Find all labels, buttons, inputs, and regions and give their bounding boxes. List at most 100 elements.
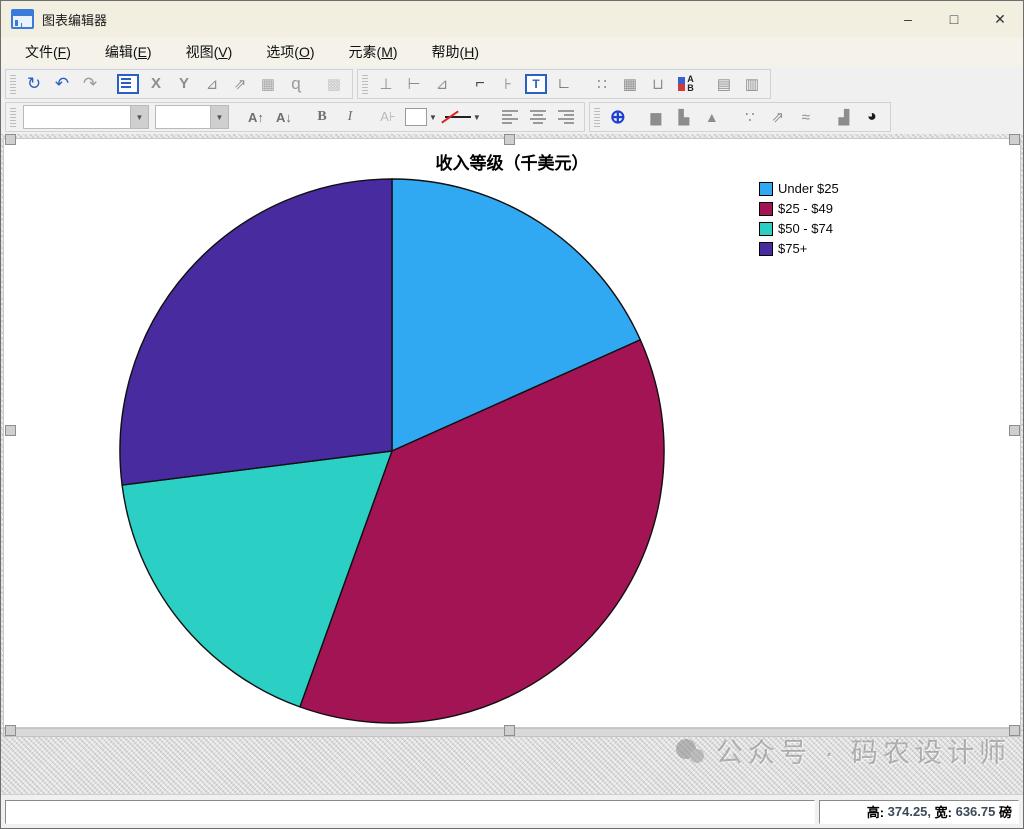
axis-vertical-icon[interactable]: ⊥: [373, 72, 399, 96]
maximize-button[interactable]: □: [949, 11, 959, 27]
chart-canvas[interactable]: 收入等级（千美元） Under $25 $25 - $49 $50 - $74 $75…: [3, 138, 1021, 728]
menu-item-elements[interactable]: 元素(M): [348, 44, 398, 60]
toolbar-grip-handle[interactable]: [10, 107, 16, 127]
pie-slice-0[interactable]: [391, 178, 642, 453]
align-right-icon: [557, 109, 574, 125]
properties-icon[interactable]: [115, 72, 141, 96]
menu-item-help[interactable]: 帮助(H): [431, 44, 479, 60]
data-label-mode-icon[interactable]: ⊕: [605, 105, 631, 129]
line-style-swatch[interactable]: ▼: [443, 105, 485, 129]
selection-handle-bottom-center[interactable]: [504, 725, 515, 736]
minimize-button[interactable]: –: [904, 11, 912, 27]
pie-slice-3[interactable]: [119, 178, 393, 486]
line-style-swatch: [444, 109, 471, 125]
legend-icon[interactable]: A B: [673, 72, 699, 96]
bold-icon[interactable]: B: [309, 105, 335, 129]
axis-horizontal-icon[interactable]: ⊢: [401, 72, 427, 96]
fit-line-icon[interactable]: ⇗: [765, 105, 791, 129]
selection-handle-top-left[interactable]: [5, 134, 16, 145]
watermark-logo-icon: [676, 738, 704, 763]
font-decrease-icon[interactable]: A↓: [271, 105, 297, 129]
toolbar-grip-handle[interactable]: [10, 73, 16, 94]
align-center-icon[interactable]: [525, 105, 551, 129]
legend-item[interactable]: Under $25: [759, 181, 839, 196]
menu-item-edit[interactable]: 编辑(E): [104, 44, 152, 60]
legend-item[interactable]: $25 - $49: [759, 201, 839, 216]
text-style-icon[interactable]: A⊦: [375, 105, 401, 129]
window-controls: – □ ✕: [885, 1, 1023, 37]
legend[interactable]: Under $25 $25 - $49 $50 - $74 $75+: [759, 181, 839, 256]
pie-chart[interactable]: [4, 139, 1022, 729]
toolbar-row-2: ▼ ▼ A↑ A↓ B I A⊦ ▼ ▼ ⊕ ▆ ▙ ▲ ∵ ⇗ ≈ ▟ ◕: [1, 100, 1023, 135]
properties-icon: [117, 73, 139, 94]
undo-icon[interactable]: ↶: [49, 72, 75, 96]
selection-handle-bottom-right[interactable]: [1009, 725, 1020, 736]
clustered-bar-icon[interactable]: ▙: [671, 105, 697, 129]
font-size-combo-input[interactable]: [156, 106, 210, 128]
toolbar-grip-handle[interactable]: [593, 107, 600, 127]
legend-swatch: [759, 221, 773, 236]
legend-item[interactable]: $75+: [759, 241, 839, 256]
font-family-combo-input[interactable]: [24, 106, 130, 128]
axis-ticks-icon[interactable]: ⊔: [645, 72, 671, 96]
snapshot-icon[interactable]: ▩: [321, 72, 347, 96]
axis-markers-icon[interactable]: ⊿: [199, 72, 225, 96]
area-chart-icon[interactable]: ▲: [699, 105, 725, 129]
selection-handle-middle-left[interactable]: [5, 425, 16, 436]
chart-workspace: 收入等级（千美元） Under $25 $25 - $49 $50 - $74 $75…: [1, 134, 1023, 794]
transpose-chart-icon[interactable]: ⇗: [227, 72, 253, 96]
fill-color-swatch[interactable]: ▼: [403, 105, 441, 129]
axis-diagonal-icon[interactable]: ⊿: [429, 72, 455, 96]
frame-inner-icon[interactable]: ⊦: [495, 72, 521, 96]
italic-icon[interactable]: I: [337, 105, 363, 129]
selection-handle-top-right[interactable]: [1009, 134, 1020, 145]
frame-top-icon[interactable]: ⌐: [467, 72, 493, 96]
column-panel-icon[interactable]: ▥: [739, 72, 765, 96]
align-right-icon[interactable]: [553, 105, 579, 129]
select-y-axis-icon[interactable]: Y: [171, 72, 197, 96]
rotate-3d-icon[interactable]: ▦: [255, 72, 281, 96]
scatter-icon[interactable]: ∵: [737, 105, 763, 129]
row-panel-icon[interactable]: ▤: [711, 72, 737, 96]
fill-color-swatch-caret-icon: ▼: [429, 112, 437, 122]
redo-icon[interactable]: ↷: [77, 72, 103, 96]
selection-handle-top-center[interactable]: [504, 134, 515, 145]
selection-handle-bottom-left[interactable]: [5, 725, 16, 736]
pie-slice-2[interactable]: [121, 450, 394, 708]
chart-title[interactable]: 收入等级（千美元）: [435, 154, 589, 173]
legend-label: $50 - $74: [778, 221, 833, 236]
width-value: 636.75: [951, 804, 999, 819]
align-left-icon[interactable]: [497, 105, 523, 129]
menu-item-options[interactable]: 选项(O): [266, 44, 315, 60]
font-size-combo-dropdown-icon[interactable]: ▼: [210, 106, 228, 128]
toolbar-grip-handle[interactable]: [362, 73, 368, 94]
line-style-swatch-caret-icon: ▼: [472, 112, 481, 122]
font-increase-icon[interactable]: A↑: [243, 105, 269, 129]
legend-swatch: [759, 201, 773, 216]
align-left-icon: [501, 109, 518, 125]
footnote-icon[interactable]: ∟: [551, 72, 577, 96]
grid-minor-icon[interactable]: ∷: [589, 72, 615, 96]
align-center-icon: [529, 109, 546, 125]
pie-chart-icon[interactable]: ◕: [859, 105, 885, 129]
bar-chart-icon[interactable]: ▆: [643, 105, 669, 129]
legend-icon: A B: [678, 74, 694, 93]
close-button[interactable]: ✕: [994, 10, 1006, 27]
title-icon[interactable]: T: [523, 72, 549, 96]
font-family-combo-dropdown-icon[interactable]: ▼: [130, 106, 148, 128]
select-x-axis-icon[interactable]: X: [143, 72, 169, 96]
pie-slice-1[interactable]: [299, 338, 665, 724]
recall-dialog-icon[interactable]: ↻: [21, 72, 47, 96]
toolbar-group: ⊕ ▆ ▙ ▲ ∵ ⇗ ≈ ▟ ◕: [588, 102, 891, 132]
selection-handle-middle-right[interactable]: [1009, 425, 1020, 436]
menu-item-file[interactable]: 文件(F): [25, 44, 71, 60]
grid-major-icon[interactable]: ▦: [617, 72, 643, 96]
watermark-text: 公众号 · 码农设计师: [716, 738, 1011, 768]
histogram-icon[interactable]: ▟: [831, 105, 857, 129]
line-chart-icon[interactable]: ≈: [793, 105, 819, 129]
legend-label: $25 - $49: [778, 201, 833, 216]
menu-item-view[interactable]: 视图(V): [185, 44, 233, 60]
lasso-select-icon[interactable]: ɋ: [283, 72, 309, 96]
legend-item[interactable]: $50 - $74: [759, 221, 839, 236]
